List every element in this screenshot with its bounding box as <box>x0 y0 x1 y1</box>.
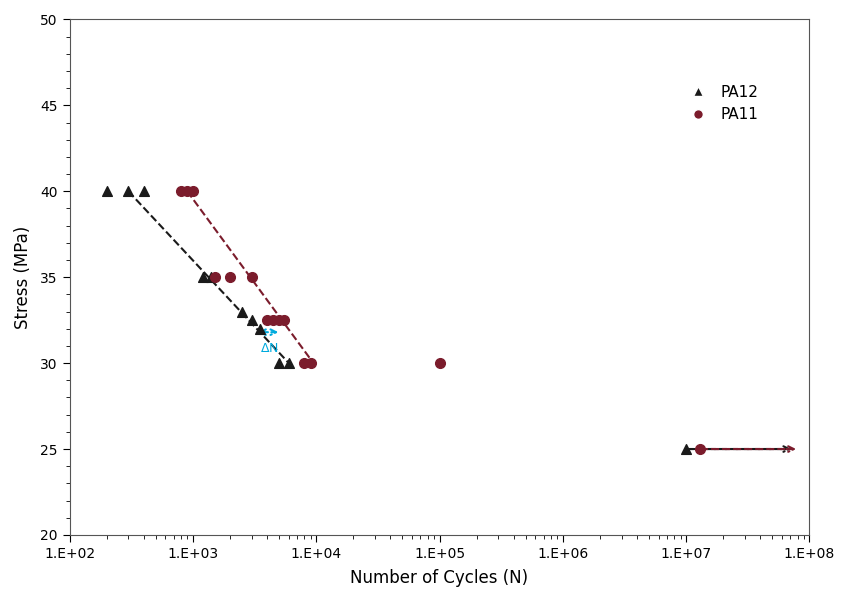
Point <box>208 272 222 282</box>
Point <box>174 186 188 196</box>
Point <box>245 272 258 282</box>
Point <box>304 358 318 368</box>
Y-axis label: Stress (MPa): Stress (MPa) <box>14 225 32 329</box>
X-axis label: Number of Cycles (N): Number of Cycles (N) <box>351 569 529 587</box>
Point <box>245 316 258 325</box>
Text: $\Delta$N: $\Delta$N <box>261 343 279 355</box>
Point <box>267 316 280 325</box>
Point <box>181 186 194 196</box>
Point <box>196 272 210 282</box>
Point <box>273 358 286 368</box>
Point <box>278 316 291 325</box>
Point <box>121 186 135 196</box>
Point <box>235 307 249 316</box>
Point <box>273 316 286 325</box>
Point <box>282 358 295 368</box>
Point <box>137 186 150 196</box>
Point <box>433 358 447 368</box>
Point <box>223 272 237 282</box>
Point <box>253 324 267 334</box>
Point <box>204 272 217 282</box>
Point <box>679 444 693 454</box>
Point <box>297 358 311 368</box>
Point <box>694 444 707 454</box>
Legend: PA12, PA11: PA12, PA11 <box>677 79 765 129</box>
Point <box>100 186 114 196</box>
Point <box>186 186 200 196</box>
Point <box>261 316 274 325</box>
